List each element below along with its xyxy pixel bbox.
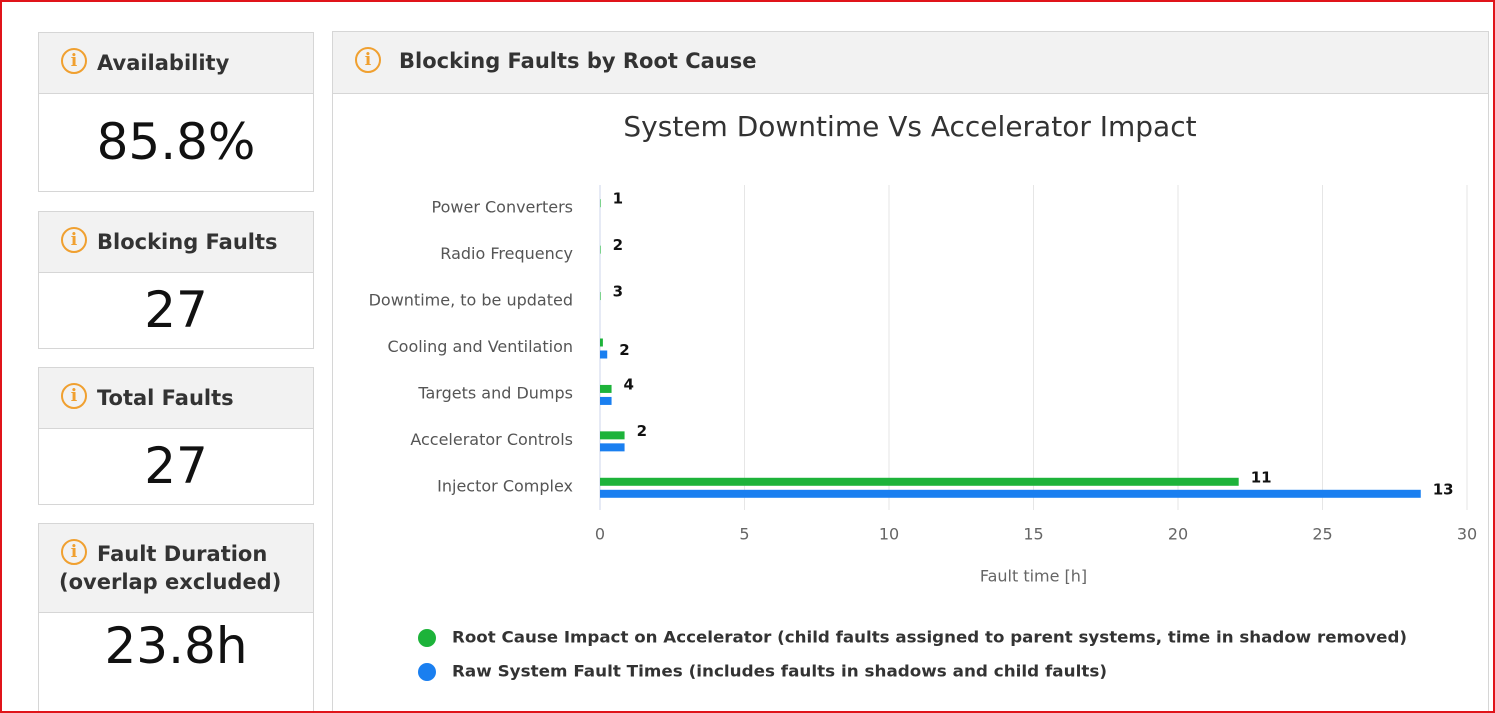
- card: i Blocking Faults 27: [38, 211, 314, 349]
- card-title: Fault Duration (overlap excluded): [59, 542, 282, 594]
- bar: [600, 431, 625, 440]
- info-icon[interactable]: i: [61, 383, 87, 409]
- card: i Availability 85.8%: [38, 32, 314, 192]
- info-icon[interactable]: i: [61, 539, 87, 565]
- bar-label: 11: [1251, 468, 1272, 486]
- y-tick-label: Radio Frequency: [440, 244, 573, 263]
- info-icon[interactable]: i: [61, 227, 87, 253]
- card: i Total Faults 27: [38, 367, 314, 505]
- y-tick-label: Accelerator Controls: [410, 430, 573, 449]
- card: i Fault Duration (overlap excluded) 23.8h: [38, 523, 314, 711]
- bar: [600, 477, 1239, 486]
- x-tick-label: 15: [1023, 525, 1043, 544]
- bar-label: 4: [624, 375, 634, 393]
- x-tick-label: 10: [879, 525, 899, 544]
- bar: [600, 489, 1421, 498]
- card-value: 27: [144, 281, 208, 339]
- panel-header: i Blocking Faults by Root Cause: [333, 32, 1488, 94]
- card-value: 27: [144, 437, 208, 495]
- card-header: i Total Faults: [39, 368, 313, 429]
- card-value: 23.8h: [104, 617, 248, 675]
- bar: [600, 384, 612, 393]
- info-icon[interactable]: i: [61, 48, 87, 74]
- card-value: 85.8%: [96, 113, 256, 171]
- panel-title: Blocking Faults by Root Cause: [399, 49, 757, 73]
- y-tick-label: Power Converters: [432, 198, 573, 217]
- legend-marker: [418, 663, 436, 681]
- x-tick-label: 20: [1168, 525, 1188, 544]
- card-title: Blocking Faults: [97, 230, 278, 254]
- bar: [600, 199, 601, 208]
- bar-label: 1: [613, 190, 623, 208]
- chart-title: System Downtime Vs Accelerator Impact: [623, 110, 1196, 143]
- legend-marker: [418, 629, 436, 647]
- bar: [600, 292, 601, 301]
- card-header: i Fault Duration (overlap excluded): [39, 524, 313, 613]
- y-tick-label: Targets and Dumps: [417, 383, 573, 402]
- bar-label: 2: [637, 422, 647, 440]
- bar: [600, 350, 608, 359]
- card-title: Total Faults: [97, 386, 234, 410]
- card-header: i Blocking Faults: [39, 212, 313, 273]
- bar: [600, 338, 603, 347]
- x-tick-label: 30: [1457, 525, 1477, 544]
- chart-panel: i Blocking Faults by Root Cause System Do…: [332, 31, 1489, 711]
- bar-label: 13: [1433, 480, 1454, 498]
- x-tick-label: 5: [739, 525, 749, 544]
- card-title: Availability: [97, 51, 230, 75]
- y-tick-label: Downtime, to be updated: [369, 291, 573, 310]
- info-icon[interactable]: i: [355, 47, 381, 73]
- card-header: i Availability: [39, 33, 313, 94]
- bar: [600, 443, 625, 452]
- chart: System Downtime Vs Accelerator Impact 0 5…: [369, 110, 1477, 681]
- x-tick-label: 25: [1312, 525, 1332, 544]
- x-axis-title: Fault time [h]: [980, 567, 1087, 586]
- bar-label: 2: [619, 341, 629, 359]
- bar: [600, 396, 612, 405]
- bar: [600, 245, 601, 254]
- y-tick-label: Injector Complex: [437, 476, 573, 495]
- bar-label: 2: [613, 236, 623, 254]
- x-tick-label: 0: [595, 525, 605, 544]
- bar-label: 3: [613, 283, 623, 301]
- y-tick-label: Cooling and Ventilation: [387, 337, 573, 356]
- legend-label: Root Cause Impact on Accelerator (child …: [452, 628, 1407, 647]
- legend-label: Raw System Fault Times (includes faults …: [452, 662, 1107, 681]
